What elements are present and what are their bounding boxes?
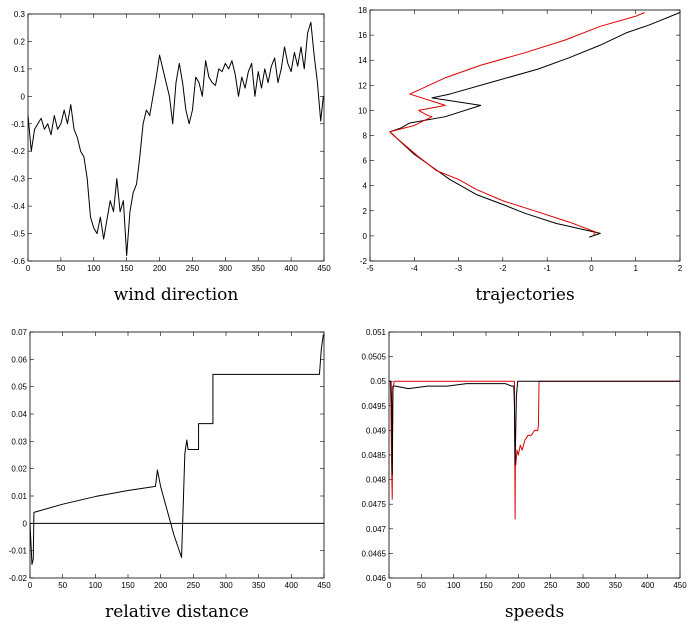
- chart-panel-4: 0 50 100 150 200 250 300 350 400 450 0.046 0.0465 0.…: [362, 328, 688, 622]
- x-tick-label: -4: [411, 264, 419, 273]
- y-tick-label: 10: [358, 106, 367, 115]
- chart-caption: wind direction: [114, 285, 239, 305]
- y-tick-label: 0.049: [366, 426, 387, 435]
- y-tick-label: 0.01: [11, 492, 27, 501]
- x-tick-label: 200: [154, 581, 168, 590]
- y-tick-label: -0.01: [9, 547, 28, 556]
- y-tick-label: 18: [358, 6, 367, 15]
- y-tick-label: 12: [358, 81, 367, 90]
- x-tick-label: 400: [641, 581, 655, 590]
- y-tick-label: 0.0465: [362, 549, 387, 558]
- x-tick-label: -3: [455, 264, 463, 273]
- x-tick-label: 100: [87, 264, 101, 273]
- series-line-1: [27, 21, 324, 257]
- y-tick-label: -0.3: [11, 175, 25, 184]
- x-tick-label: 450: [317, 264, 331, 273]
- x-tick-label: 200: [153, 264, 167, 273]
- y-tick-label: 0.047: [366, 525, 387, 534]
- y-tick-label: 0.048: [366, 476, 387, 485]
- y-tick-label: 8: [363, 132, 368, 141]
- y-tick-label: 0.0485: [362, 451, 387, 460]
- x-tick-label: -2: [499, 264, 507, 273]
- y-tick-label: -0.6: [11, 257, 25, 266]
- x-tick-label: 400: [284, 264, 298, 273]
- x-tick-label: 1: [633, 264, 638, 273]
- y-tick-label: 0: [23, 519, 28, 528]
- y-tick-label: -0.2: [11, 147, 25, 156]
- plot-frame: [29, 331, 325, 579]
- x-tick-label: 250: [544, 581, 558, 590]
- y-tick-label: 16: [358, 31, 367, 40]
- y-tick-label: 6: [363, 157, 368, 166]
- x-tick-label: 300: [219, 264, 233, 273]
- series-line-2: [389, 380, 680, 476]
- series-line-1: [29, 334, 324, 565]
- x-tick-label: 200: [512, 581, 526, 590]
- x-tick-label: -1: [544, 264, 552, 273]
- y-tick-label: -0.4: [11, 202, 25, 211]
- y-tick-label: 0.07: [11, 328, 27, 337]
- x-tick-label: 150: [479, 581, 493, 590]
- x-tick-label: 50: [417, 581, 426, 590]
- y-tick-label: 14: [358, 56, 367, 65]
- x-tick-label: 0: [26, 264, 31, 273]
- x-tick-label: 50: [58, 581, 67, 590]
- y-tick-label: 0: [21, 92, 26, 101]
- y-tick-label: 0.03: [11, 437, 27, 446]
- y-tick-label: -0.1: [11, 120, 25, 129]
- series-line-1: [389, 380, 680, 520]
- y-tick-label: -0.02: [9, 574, 28, 583]
- x-tick-label: -5: [366, 264, 374, 273]
- y-tick-label: 0: [363, 232, 368, 241]
- x-tick-label: 450: [317, 581, 331, 590]
- x-tick-label: 350: [252, 264, 266, 273]
- plot-frame: [27, 13, 325, 262]
- y-tick-label: 0.05: [11, 383, 27, 392]
- x-tick-label: 100: [89, 581, 103, 590]
- plot-frame: [388, 331, 681, 579]
- series-line-2: [389, 12, 645, 235]
- x-tick-label: 250: [187, 581, 201, 590]
- y-tick-label: 0.02: [11, 465, 27, 474]
- chart-caption: speeds: [505, 602, 564, 622]
- x-tick-label: 400: [285, 581, 299, 590]
- x-tick-label: 0: [387, 581, 392, 590]
- y-tick-label: 0.1: [14, 65, 26, 74]
- x-tick-label: 450: [673, 581, 687, 590]
- x-tick-label: 250: [186, 264, 200, 273]
- x-tick-label: 350: [252, 581, 266, 590]
- x-tick-label: 0: [589, 264, 594, 273]
- y-tick-label: 2: [363, 207, 368, 216]
- x-tick-label: 350: [609, 581, 623, 590]
- y-tick-label: 4: [363, 182, 368, 191]
- chart-panel-3: 0 50 100 150 200 250 300 350 400 450 -0.02 -0.01 0 0.…: [9, 328, 331, 622]
- series-line-1: [389, 12, 681, 238]
- y-tick-label: 0.051: [366, 328, 387, 337]
- y-tick-label: 0.04: [11, 410, 27, 419]
- y-tick-label: 0.0475: [362, 500, 387, 509]
- y-tick-label: -2: [360, 257, 368, 266]
- y-tick-label: 0.0495: [362, 402, 387, 411]
- x-tick-label: 150: [121, 581, 135, 590]
- x-tick-label: 300: [576, 581, 590, 590]
- x-tick-label: 100: [447, 581, 461, 590]
- y-tick-label: -0.5: [11, 230, 25, 239]
- x-tick-label: 300: [219, 581, 233, 590]
- y-tick-label: 0.06: [11, 355, 27, 364]
- y-tick-label: 0.0505: [362, 353, 387, 362]
- x-tick-label: 2: [678, 264, 683, 273]
- y-tick-label: 0.3: [14, 10, 26, 19]
- y-tick-label: 0.05: [370, 377, 386, 386]
- plot-frame: [369, 9, 681, 262]
- x-tick-label: 0: [28, 581, 33, 590]
- chart-panel-1: 0 50 100 150 200 250 300 350 400 450 -0.6 -0.5 -0.4 -…: [11, 10, 331, 305]
- x-tick-label: 150: [120, 264, 134, 273]
- chart-panel-2: -5 -4 -3 -2 -1 0 1 2-2024681012141618trajectori…: [358, 6, 683, 305]
- chart-caption: relative distance: [105, 602, 249, 622]
- y-tick-label: 0.2: [14, 37, 26, 46]
- x-tick-label: 50: [56, 264, 65, 273]
- y-tick-label: 0.046: [366, 574, 387, 583]
- chart-caption: trajectories: [475, 285, 574, 305]
